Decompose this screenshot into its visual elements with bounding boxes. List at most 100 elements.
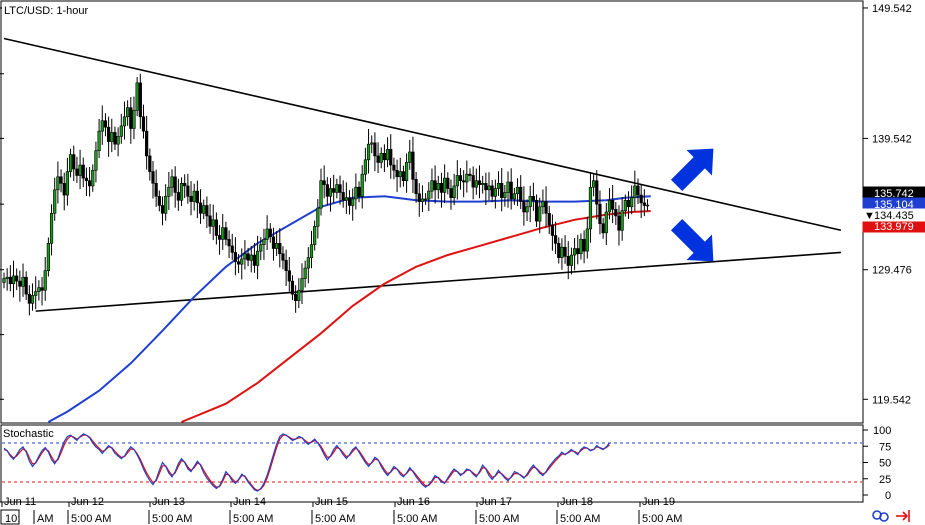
shift-arrow-icon[interactable] bbox=[896, 510, 910, 522]
link-icon[interactable] bbox=[872, 510, 889, 522]
candle-body bbox=[65, 171, 69, 196]
candle bbox=[230, 233, 234, 260]
candle-body bbox=[170, 176, 174, 188]
candle-body bbox=[550, 224, 555, 236]
candle-body bbox=[227, 239, 231, 247]
candle-body bbox=[56, 176, 60, 191]
day-label: Jun 12 bbox=[71, 496, 104, 508]
candle bbox=[211, 204, 215, 241]
candle-body bbox=[414, 179, 418, 195]
candle-body bbox=[515, 186, 520, 195]
candle-body bbox=[373, 142, 377, 157]
candle bbox=[560, 238, 564, 270]
candle bbox=[455, 160, 459, 200]
time-label-box bbox=[0, 509, 20, 525]
candle bbox=[2, 272, 6, 289]
candle bbox=[87, 167, 92, 197]
candle bbox=[325, 177, 329, 206]
candle-body bbox=[376, 155, 380, 163]
time-label: AM bbox=[37, 513, 54, 525]
candle-body bbox=[91, 169, 95, 187]
price-label-text: 135.104 bbox=[874, 199, 914, 211]
candle-body bbox=[100, 120, 104, 132]
candle bbox=[642, 189, 646, 217]
candle bbox=[236, 254, 241, 274]
candle-body bbox=[436, 183, 440, 191]
candle bbox=[173, 166, 177, 208]
candle-body bbox=[46, 243, 50, 271]
candle-body bbox=[205, 205, 209, 217]
candle-body bbox=[493, 188, 497, 197]
candle-body bbox=[309, 244, 314, 258]
candle-body bbox=[588, 186, 593, 230]
candle bbox=[18, 270, 22, 302]
candle bbox=[611, 185, 615, 224]
candle bbox=[132, 96, 136, 140]
candle bbox=[297, 278, 301, 309]
candle-body bbox=[18, 280, 22, 287]
candle bbox=[40, 277, 44, 306]
candle-body bbox=[585, 228, 589, 252]
candle bbox=[30, 283, 35, 311]
candle-body bbox=[509, 181, 513, 200]
candle bbox=[614, 201, 618, 225]
candle-body bbox=[338, 184, 342, 193]
candle-body bbox=[443, 177, 447, 193]
candle bbox=[154, 169, 158, 207]
price-tick-label: 139.542 bbox=[872, 133, 912, 145]
candle bbox=[493, 179, 497, 209]
candle-body bbox=[275, 243, 279, 249]
candle bbox=[515, 178, 520, 206]
candle bbox=[141, 104, 146, 139]
candle-body bbox=[141, 116, 146, 132]
candle bbox=[281, 246, 285, 270]
candle bbox=[534, 194, 539, 227]
candle-body bbox=[303, 267, 307, 279]
candle bbox=[354, 173, 358, 210]
candle-body bbox=[179, 183, 184, 201]
candle-body bbox=[541, 201, 545, 208]
candle-body bbox=[325, 184, 329, 197]
time-label: 5:00 AM bbox=[479, 513, 519, 525]
candle bbox=[547, 205, 551, 235]
candle bbox=[566, 241, 570, 280]
candle bbox=[309, 230, 314, 269]
arrow-down-right bbox=[670, 218, 714, 262]
stochastic-tick-label: 75 bbox=[879, 441, 891, 453]
candle bbox=[582, 230, 586, 264]
candle-body bbox=[389, 149, 393, 166]
candle-body bbox=[59, 176, 63, 184]
candle-body bbox=[214, 219, 218, 236]
candle-body bbox=[620, 210, 624, 231]
candle bbox=[8, 265, 12, 292]
candle-body bbox=[547, 213, 551, 226]
candle-body bbox=[363, 159, 367, 175]
candle-body bbox=[284, 259, 288, 271]
price-label-bg bbox=[862, 208, 925, 222]
candle bbox=[382, 144, 387, 172]
candle bbox=[487, 172, 491, 201]
candle bbox=[46, 237, 50, 277]
candle bbox=[145, 115, 149, 170]
candle bbox=[465, 160, 469, 193]
candle bbox=[433, 165, 437, 204]
time-label: 5:00 AM bbox=[152, 513, 192, 525]
candle-body bbox=[503, 192, 507, 198]
stochastic-main-line bbox=[3, 433, 610, 492]
candle bbox=[553, 221, 558, 254]
candle-body bbox=[126, 107, 130, 118]
candle bbox=[160, 196, 165, 226]
candle-body bbox=[230, 245, 234, 253]
candle bbox=[408, 139, 412, 170]
stochastic-title: Stochastic bbox=[3, 428, 54, 440]
candle-body bbox=[157, 196, 161, 206]
candle-body bbox=[103, 120, 108, 128]
candle-body bbox=[411, 151, 415, 180]
candle bbox=[360, 165, 364, 209]
candle bbox=[385, 137, 390, 168]
candle bbox=[404, 153, 409, 193]
price-tick-label: 129.476 bbox=[872, 265, 912, 277]
candle-body bbox=[183, 183, 187, 187]
candle-body bbox=[392, 164, 396, 171]
